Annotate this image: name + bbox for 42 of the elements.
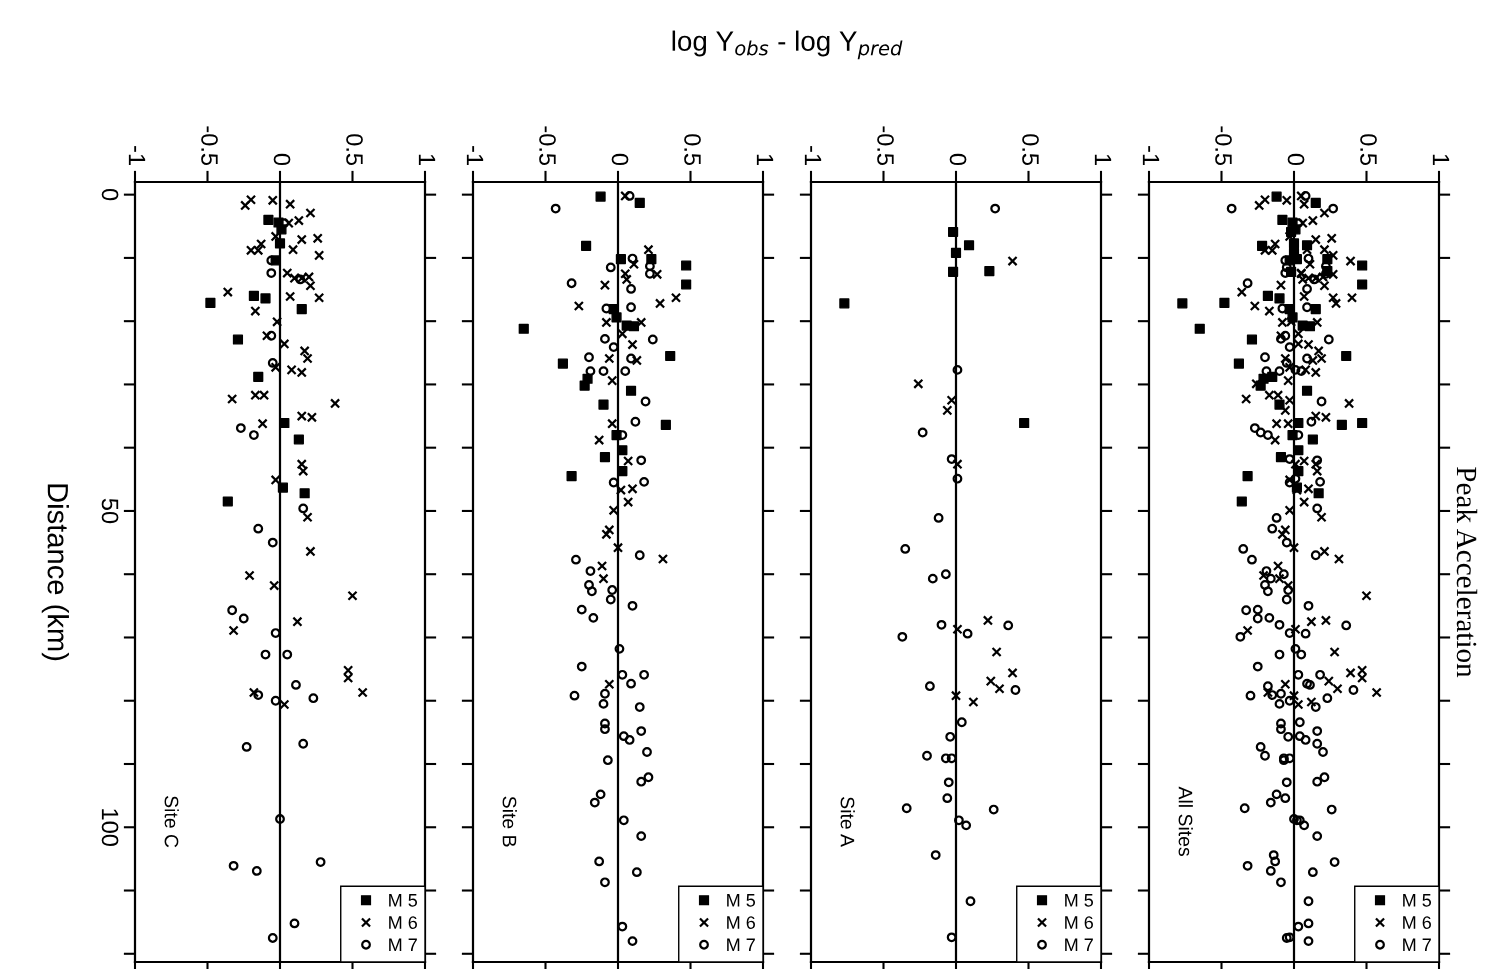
legend-label: M 7	[727, 938, 755, 952]
legend-label: M 5	[727, 894, 756, 907]
x-tick-label: -0.5	[201, 126, 218, 166]
x-tick-label: -1	[128, 146, 146, 165]
y-tick-label: 50	[101, 498, 119, 524]
x-tick-label: 1	[1432, 154, 1450, 165]
x-tick-label: -1	[804, 146, 822, 165]
legend-label: M 5	[1065, 894, 1094, 907]
x-tick-label: 0.5	[346, 134, 363, 166]
annotation: Site B	[502, 796, 517, 847]
x-tick-label: 0.5	[684, 134, 701, 166]
text: Peak Acceleration	[1456, 467, 1478, 678]
annotation: Site A	[840, 797, 855, 847]
legend-label: M 5	[389, 894, 418, 907]
legend-label: M 7	[1403, 938, 1431, 952]
x-tick-label: 0	[1287, 153, 1305, 166]
x-axis-title: log Y$_{obs}$ - log Y$_{pred}$	[672, 30, 903, 60]
x-tick-label: 0.5	[1360, 134, 1377, 166]
x-tick-label: -0.5	[1215, 126, 1232, 166]
y-tick-label: 0	[101, 189, 119, 201]
y-axis-title: Distance (km)	[41, 484, 69, 661]
x-tick-label: 1	[756, 154, 774, 165]
x-tick-label: 1	[418, 154, 436, 165]
legend-label: M 6	[1403, 916, 1431, 929]
x-tick-label: 0	[949, 153, 967, 166]
x-tick-label: 1	[1094, 154, 1112, 165]
x-tick-label: 0	[611, 153, 629, 166]
y-tick-label: 100	[101, 809, 119, 847]
x-tick-label: -1	[1142, 146, 1160, 165]
x-tick-label: -1	[466, 146, 484, 165]
legend-label: M 6	[727, 916, 755, 929]
legend-label: M 6	[1065, 916, 1093, 929]
legend-label: M 6	[389, 916, 417, 929]
annotation: Site C	[164, 796, 179, 848]
x-tick-label: 0.5	[1022, 134, 1039, 166]
x-tick-label: 0	[273, 153, 291, 166]
legend-label: M 7	[1065, 938, 1093, 952]
x-tick-label: -0.5	[539, 126, 556, 166]
legend-label: M 5	[1403, 894, 1432, 907]
legend-label: M 7	[389, 938, 417, 952]
annotation: All Sites	[1178, 786, 1193, 857]
x-tick-label: -0.5	[877, 126, 894, 166]
